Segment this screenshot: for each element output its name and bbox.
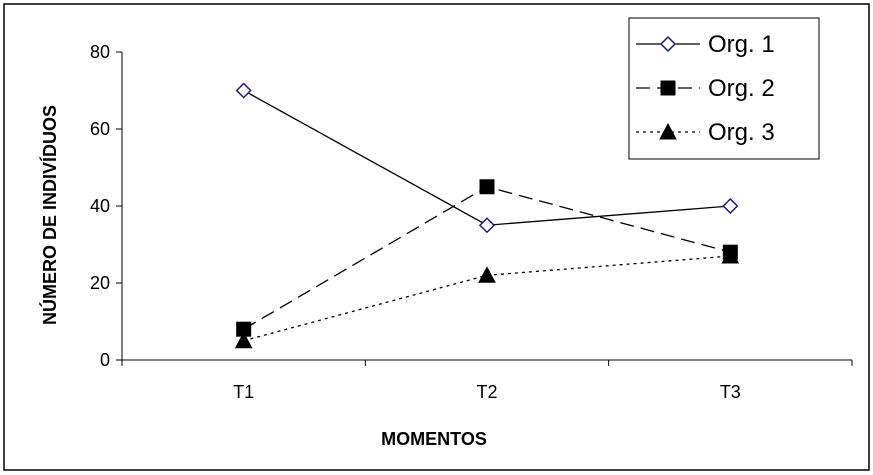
legend: Org. 1 Org. 2 Org. 3 bbox=[628, 17, 820, 160]
x-tick-label: T3 bbox=[720, 382, 741, 402]
y-tick-label: 60 bbox=[90, 119, 110, 139]
legend-marker bbox=[659, 122, 677, 140]
legend-entry-3: Org. 3 bbox=[636, 119, 775, 146]
data-point bbox=[478, 266, 496, 283]
y-tick-label: 80 bbox=[90, 42, 110, 62]
data-point bbox=[235, 82, 252, 99]
legend-entry-2: Org. 2 bbox=[636, 75, 775, 102]
series-3 bbox=[234, 246, 740, 349]
y-tick-label: 0 bbox=[100, 350, 110, 370]
legend-label: Org. 2 bbox=[708, 75, 775, 102]
data-point bbox=[722, 197, 739, 215]
x-axis-ticks: T1 T2 T3 bbox=[121, 360, 853, 402]
legend-entry-1: Org. 1 bbox=[636, 31, 775, 58]
x-tick-label: T1 bbox=[233, 382, 254, 402]
legend-marker bbox=[659, 35, 677, 53]
y-tick-label: 20 bbox=[90, 273, 110, 293]
series-layer bbox=[234, 82, 740, 349]
data-point bbox=[479, 179, 495, 195]
data-point bbox=[721, 246, 740, 264]
legend-marker bbox=[660, 80, 676, 96]
y-tick-label: 40 bbox=[90, 196, 110, 216]
series-1 bbox=[235, 82, 739, 234]
data-point bbox=[234, 331, 253, 349]
legend-label: Org. 1 bbox=[708, 31, 775, 58]
data-point bbox=[478, 217, 496, 234]
legend-label: Org. 3 bbox=[708, 119, 775, 146]
x-tick-label: T2 bbox=[476, 382, 497, 402]
y-axis-title: NÚMERO DE INDIVÍDUOS bbox=[39, 105, 60, 325]
x-axis-title: MOMENTOS bbox=[381, 429, 487, 449]
series-line bbox=[243, 255, 731, 342]
y-axis-ticks: 0 20 40 60 80 bbox=[90, 42, 122, 370]
